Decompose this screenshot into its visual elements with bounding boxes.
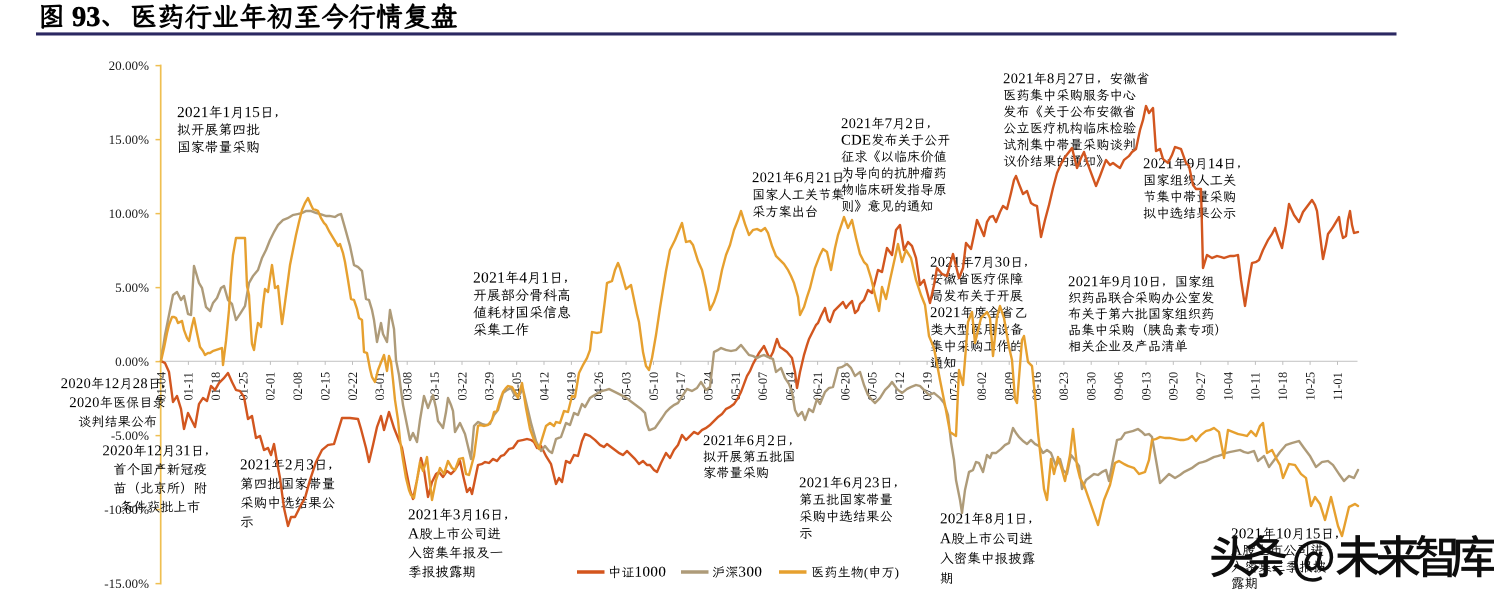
svg-text:09-20: 09-20 [1167,372,1181,401]
svg-text:09-13: 09-13 [1139,372,1153,401]
svg-text:03-29: 03-29 [483,372,497,401]
svg-text:07-05: 07-05 [866,372,880,401]
svg-text:02-08: 02-08 [291,372,305,401]
svg-text:07-19: 07-19 [920,372,934,401]
svg-text:04-12: 04-12 [537,372,551,401]
svg-text:-15.00%: -15.00% [104,576,149,591]
svg-text:5.00%: 5.00% [115,280,149,295]
svg-text:10-11: 10-11 [1249,372,1263,400]
svg-text:0.00%: 0.00% [115,354,149,369]
svg-text:01-11: 01-11 [182,372,196,400]
svg-text:06-28: 06-28 [838,372,852,401]
svg-text:09-06: 09-06 [1112,372,1126,401]
svg-text:08-02: 08-02 [975,372,989,401]
svg-text:11-01: 11-01 [1331,372,1345,400]
svg-text:15.00%: 15.00% [109,132,149,147]
svg-text:08-30: 08-30 [1085,372,1099,401]
svg-text:08-23: 08-23 [1057,372,1071,401]
svg-text:10-04: 10-04 [1221,372,1235,401]
svg-text:05-31: 05-31 [729,372,743,401]
svg-text:09-27: 09-27 [1194,372,1208,401]
svg-text:10-18: 10-18 [1276,372,1290,401]
svg-text:-5.00%: -5.00% [111,428,149,443]
svg-text:10.00%: 10.00% [109,206,149,221]
svg-text:03-22: 03-22 [455,372,469,401]
svg-text:05-10: 05-10 [647,372,661,401]
svg-text:05-03: 05-03 [619,372,633,401]
svg-text:02-01: 02-01 [264,372,278,401]
svg-text:20.00%: 20.00% [109,58,149,73]
svg-text:02-22: 02-22 [346,372,360,401]
svg-text:06-07: 06-07 [756,372,770,401]
svg-text:03-08: 03-08 [401,372,415,401]
svg-text:06-21: 06-21 [811,372,825,401]
svg-text:03-15: 03-15 [428,372,442,401]
svg-text:10-25: 10-25 [1303,372,1317,401]
svg-text:01-04: 01-04 [154,372,168,401]
svg-text:02-15: 02-15 [319,372,333,401]
svg-text:01-25: 01-25 [236,372,250,401]
